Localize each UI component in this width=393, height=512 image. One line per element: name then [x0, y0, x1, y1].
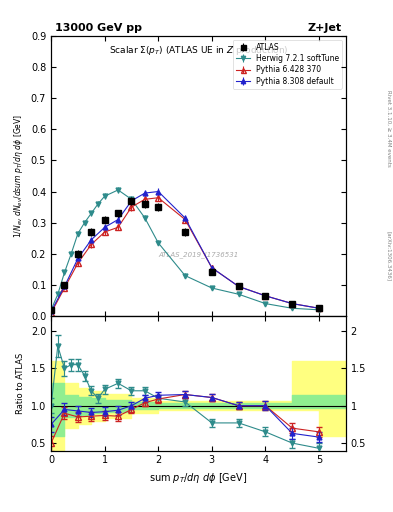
Text: ATLAS_2019_I1736531: ATLAS_2019_I1736531 [158, 251, 239, 258]
Text: Rivet 3.1.10, ≥ 3.4M events: Rivet 3.1.10, ≥ 3.4M events [386, 90, 391, 166]
Y-axis label: Ratio to ATLAS: Ratio to ATLAS [16, 353, 25, 414]
X-axis label: sum $p_T/d\eta\ d\phi$ [GeV]: sum $p_T/d\eta\ d\phi$ [GeV] [149, 471, 248, 485]
Legend: ATLAS, Herwig 7.2.1 softTune, Pythia 6.428 370, Pythia 8.308 default: ATLAS, Herwig 7.2.1 softTune, Pythia 6.4… [233, 39, 342, 89]
Text: Scalar $\Sigma(p_T)$ (ATLAS UE in $Z$ production): Scalar $\Sigma(p_T)$ (ATLAS UE in $Z$ pr… [109, 44, 288, 57]
Text: [arXiv:1306.3436]: [arXiv:1306.3436] [386, 231, 391, 281]
Text: 13000 GeV pp: 13000 GeV pp [55, 23, 142, 33]
Text: Z+Jet: Z+Jet [308, 23, 342, 33]
Y-axis label: $1/N_{ev}\ dN_{ev}/dsum\ p_T/d\eta\ d\phi\ [\mathrm{GeV}]$: $1/N_{ev}\ dN_{ev}/dsum\ p_T/d\eta\ d\ph… [12, 114, 25, 238]
